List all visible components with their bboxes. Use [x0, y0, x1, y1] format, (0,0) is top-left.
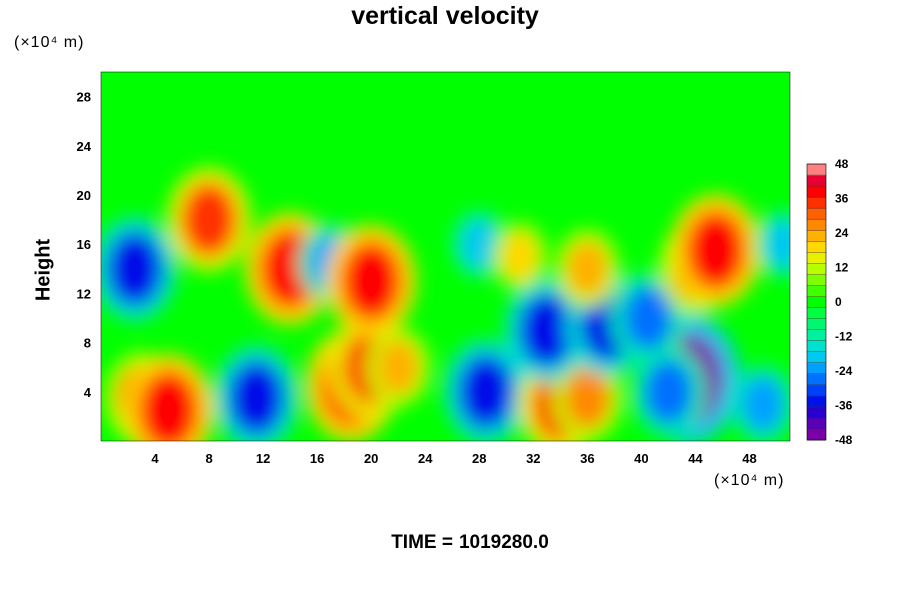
- field-core: [106, 231, 163, 306]
- velocity-field: [101, 167, 790, 441]
- field-core: [741, 376, 785, 433]
- colorbar-tick-label: -24: [835, 364, 853, 378]
- colorbar-swatch: [807, 208, 826, 220]
- colorbar-swatch: [807, 318, 826, 331]
- y-tick-label: 20: [77, 188, 91, 203]
- field-core: [764, 219, 790, 270]
- field-core: [138, 370, 199, 441]
- colorbar-tick-label: 12: [835, 261, 849, 275]
- y-tick-label: 12: [77, 286, 91, 301]
- y-axis-unit: (×10⁴ m): [14, 34, 85, 51]
- time-value: 1019280.0: [458, 532, 549, 553]
- x-tick-label: 20: [364, 451, 378, 466]
- field-core: [228, 360, 285, 435]
- colorbar-frame: [806, 163, 827, 441]
- colorbar-tick-label: 36: [835, 192, 849, 206]
- field-core: [563, 366, 611, 429]
- colorbar-tick-label: 48: [835, 157, 849, 171]
- x-tick-label: 12: [256, 451, 270, 466]
- colorbar-swatch: [807, 197, 826, 209]
- x-tick-label: 44: [688, 451, 703, 466]
- x-tick-label: 48: [742, 451, 756, 466]
- x-tick-label: 28: [472, 451, 486, 466]
- colorbar-swatch: [807, 285, 826, 297]
- colorbar-swatch: [807, 252, 826, 264]
- colorbar-swatch: [807, 274, 826, 286]
- field-core: [377, 339, 420, 396]
- field-core: [460, 219, 499, 270]
- y-axis: 4 8 12 16 20 24 28: [77, 90, 92, 400]
- colorbar-swatch: [807, 164, 826, 176]
- colorbar-swatch: [807, 186, 826, 198]
- time-readout: TIME = 1019280.0: [0, 532, 900, 554]
- colorbar-swatch: [807, 428, 826, 441]
- chart-title: vertical velocity: [351, 2, 539, 30]
- field-core: [181, 182, 237, 257]
- colorbar-swatch: [807, 307, 826, 320]
- colorbar-swatch: [807, 395, 826, 408]
- x-tick-label: 8: [205, 451, 212, 466]
- colorbar-tick-label: 0: [835, 295, 842, 309]
- colorbar: 48 36 24 12 0 -12 -24 -36 -48: [806, 157, 853, 447]
- colorbar-swatch: [807, 340, 826, 353]
- field-core: [458, 354, 514, 429]
- time-label: TIME =: [391, 532, 453, 553]
- field-core: [500, 231, 539, 282]
- colorbar-swatch: [807, 263, 826, 275]
- field-core: [685, 210, 746, 291]
- plot-frame: [100, 71, 791, 442]
- x-tick-label: 24: [418, 451, 433, 466]
- colorbar-swatch: [807, 230, 826, 242]
- field-core: [566, 240, 609, 297]
- x-tick-label: 40: [634, 451, 648, 466]
- colorbar-swatch: [807, 219, 826, 231]
- y-tick-label: 24: [77, 139, 92, 154]
- y-tick-label: 8: [84, 336, 91, 351]
- field-blobs: [101, 167, 790, 441]
- colorbar-swatch: [807, 362, 826, 375]
- colorbar-tick-label: -36: [835, 399, 853, 413]
- colorbar-swatch: [807, 373, 826, 386]
- colorbar-swatch: [807, 351, 826, 364]
- colorbar-swatch: [807, 417, 826, 430]
- field-core: [341, 241, 402, 322]
- x-axis-unit: (×10⁴ m): [714, 472, 785, 489]
- colorbar-swatch: [807, 384, 826, 397]
- y-tick-label: 16: [77, 237, 91, 252]
- colorbar-swatch: [807, 175, 826, 187]
- x-tick-label: 32: [526, 451, 540, 466]
- colorbar-swatch: [807, 329, 826, 342]
- x-tick-label: 36: [580, 451, 594, 466]
- x-axis: 4 8 12 16 20 24 28 32 36 40 44 48: [151, 451, 756, 466]
- colorbar-swatch: [807, 296, 826, 309]
- y-tick-label: 28: [77, 90, 91, 105]
- colorbar-swatch: [807, 406, 826, 419]
- x-tick-label: 16: [310, 451, 324, 466]
- field-core: [519, 293, 575, 368]
- y-tick-label: 4: [84, 385, 92, 400]
- colorbar-tick-label: -12: [835, 330, 853, 344]
- field-core: [643, 359, 693, 425]
- colorbar-tick-label: -48: [835, 433, 853, 447]
- x-tick-label: 4: [151, 451, 159, 466]
- field-core: [623, 285, 673, 351]
- colorbar-tick-label: 24: [835, 226, 849, 240]
- colorbar-swatch: [807, 241, 826, 253]
